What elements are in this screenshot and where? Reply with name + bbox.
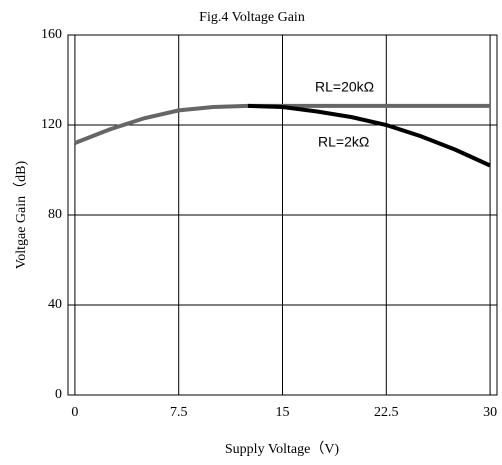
plot-frame — [67, 34, 498, 396]
series-line — [247, 103, 491, 168]
chart-title: Fig.4 Voltage Gain — [199, 10, 305, 25]
series-label: RL=20kΩ — [315, 79, 374, 95]
x-axis-label: Supply Voltage（V) — [225, 441, 340, 457]
x-tick-label: 22.5 — [374, 405, 399, 420]
x-tick-label: 7.5 — [170, 405, 188, 420]
y-tick-label: 0 — [55, 387, 62, 402]
y-axis-label: Voltgae Gain（dB) — [13, 161, 29, 270]
x-tick-label: 30 — [483, 405, 497, 420]
y-tick-label: 80 — [48, 207, 62, 222]
x-tick-label: 0 — [71, 405, 78, 420]
y-tick-label: 40 — [48, 297, 62, 312]
x-tick-label: 15 — [276, 405, 290, 420]
series-label: RL=2kΩ — [318, 134, 369, 150]
y-tick-label: 120 — [41, 117, 62, 132]
y-tick-label: 160 — [41, 27, 62, 42]
